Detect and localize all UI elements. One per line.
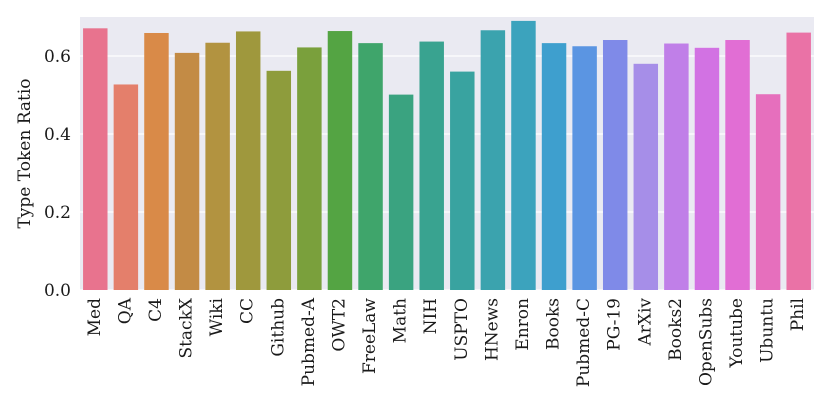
x-tick-label: OpenSubs xyxy=(696,298,716,386)
x-tick-label: Med xyxy=(85,298,105,336)
x-tick-label: QA xyxy=(115,297,135,324)
x-tick-label: Books2 xyxy=(666,298,686,361)
bar-wiki xyxy=(205,42,230,290)
bar-ubuntu xyxy=(755,94,781,290)
x-tick-label: Github xyxy=(268,298,288,357)
x-tick-label: Youtube xyxy=(727,298,747,369)
bar-hnews xyxy=(480,30,506,290)
x-tick-label: Pubmed-C xyxy=(574,298,594,387)
bar-freelaw xyxy=(358,43,383,290)
bar-pubmed-a xyxy=(297,47,322,290)
bar-cc xyxy=(235,31,261,291)
y-tick-label: 0.0 xyxy=(44,281,71,301)
plot-background xyxy=(80,17,814,290)
bar-arxiv xyxy=(633,63,659,290)
x-tick-label: ArXiv xyxy=(635,298,655,347)
x-tick-label: Phil xyxy=(788,298,808,331)
x-tick-label: PG-19 xyxy=(605,298,625,351)
bar-pubmed-c xyxy=(572,46,597,290)
y-axis-label: Type Token Ratio xyxy=(15,78,35,228)
bar-books2 xyxy=(664,43,689,290)
x-tick-label: Books xyxy=(544,298,564,350)
bar-owt2 xyxy=(327,31,353,290)
bar-phil xyxy=(786,32,811,290)
bar-books xyxy=(541,43,567,290)
x-tick-label: Math xyxy=(391,298,411,343)
x-tick-labels: Med QA C4 StackX Wiki CC Github Pubmed-A OWT2 Fre… xyxy=(85,297,808,387)
x-tick-label: StackX xyxy=(177,297,197,358)
y-tick-label: 0.4 xyxy=(44,125,71,145)
y-tick-label: 0.2 xyxy=(44,203,71,223)
x-tick-label: USPTO xyxy=(452,298,472,361)
x-tick-label: HNews xyxy=(482,298,502,361)
x-tick-label: Wiki xyxy=(207,297,227,336)
x-tick-label: NIH xyxy=(421,298,441,334)
bar-med xyxy=(83,28,108,291)
bar-youtube xyxy=(725,40,750,291)
bar-c4 xyxy=(144,32,169,291)
x-tick-label: Pubmed-A xyxy=(299,297,319,386)
x-tick-label: Ubuntu xyxy=(758,298,778,363)
bar-enron xyxy=(511,20,536,291)
bars xyxy=(83,20,811,291)
x-tick-label: OWT2 xyxy=(329,298,349,352)
y-tick-label: 0.6 xyxy=(44,47,71,67)
bar-qa xyxy=(113,84,139,290)
bar-math xyxy=(388,94,414,290)
x-tick-label: FreeLaw xyxy=(360,298,380,374)
bar-stackx xyxy=(174,52,200,290)
grid-lines xyxy=(80,55,814,291)
bar-nih xyxy=(419,41,444,290)
x-tick-label: CC xyxy=(238,298,258,324)
x-tick-label: C4 xyxy=(146,298,166,322)
y-tick-labels: 0.0 0.2 0.4 0.6 xyxy=(44,47,71,301)
bar-github xyxy=(266,70,292,290)
bar-opensubs xyxy=(694,47,720,291)
x-tick-label: Enron xyxy=(513,298,533,351)
bar-pg-19 xyxy=(602,40,628,291)
bar-uspto xyxy=(450,71,475,290)
